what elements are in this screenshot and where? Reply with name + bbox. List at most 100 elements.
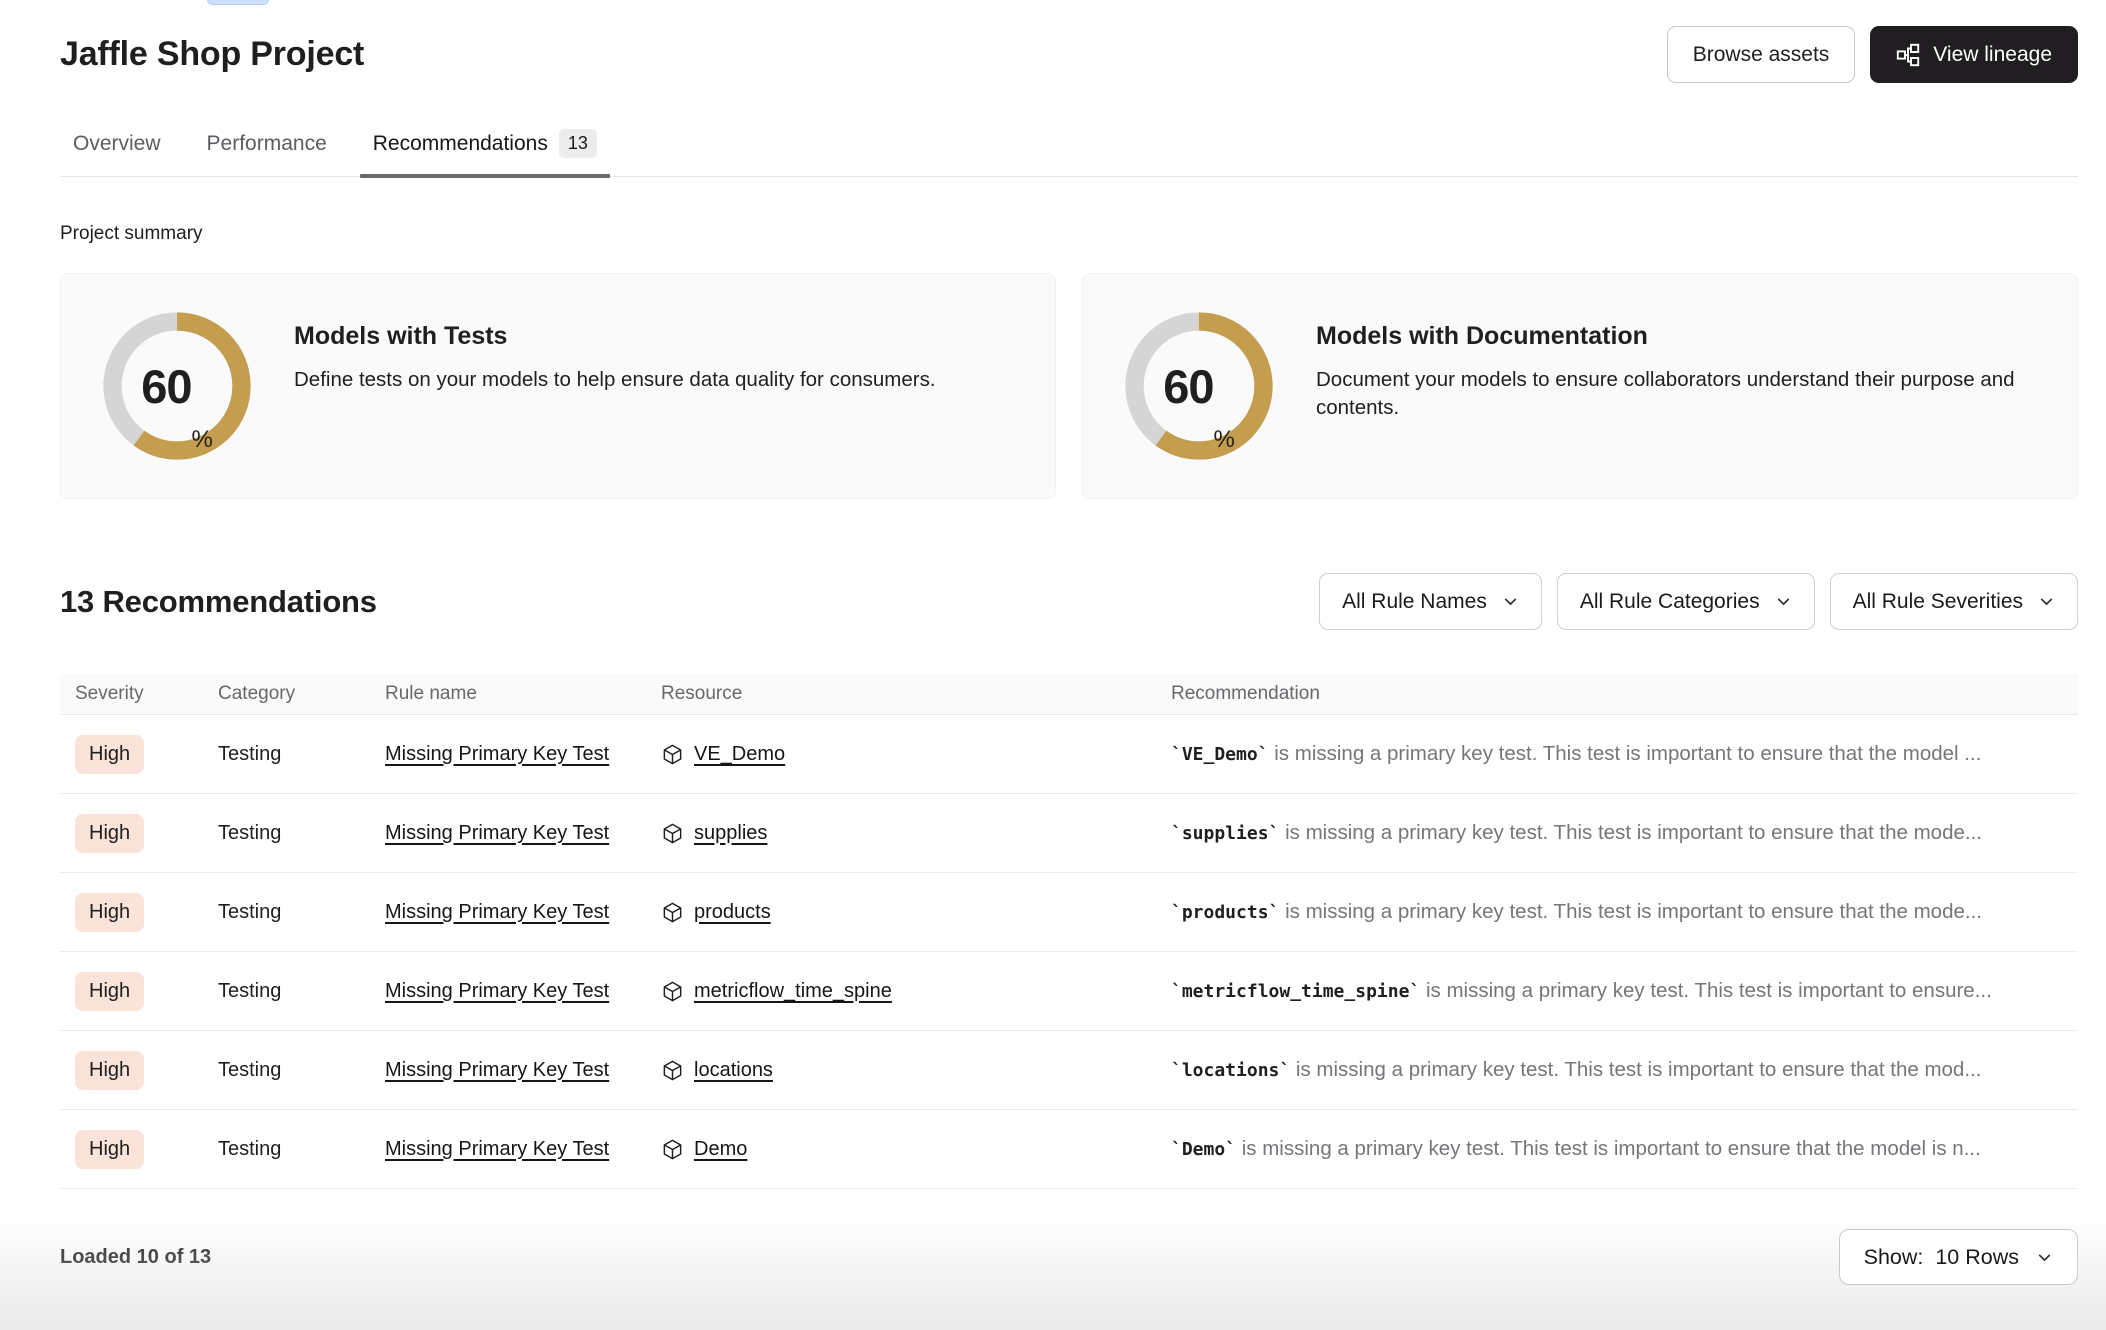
table-footer: Loaded 10 of 13 Show: 10 Rows <box>60 1229 2078 1285</box>
recommendation-text: is missing a primary key test. This test… <box>1268 742 1982 765</box>
resource-link[interactable]: products <box>694 900 771 923</box>
table-body: High Testing Missing Primary Key Test VE… <box>60 715 2078 1189</box>
models-with-documentation-card: 60 % Models with Documentation Document … <box>1082 273 2078 499</box>
donut-percent: 60 % <box>100 309 254 463</box>
column-recommendation: Recommendation <box>1171 683 1320 704</box>
severity-badge: High <box>75 734 145 774</box>
recommendation-code: `locations` <box>1171 1060 1291 1081</box>
percent-value: 60 <box>141 359 192 413</box>
recommendation-text: is missing a primary key test. This test… <box>1236 1137 1981 1160</box>
recommendation-cell: `metricflow_time_spine` is missing a pri… <box>1171 979 2078 1003</box>
rows-per-page-dropdown[interactable]: Show: 10 Rows <box>1838 1229 2078 1285</box>
category-text: Testing <box>218 1058 282 1081</box>
card-title: Models with Tests <box>294 322 508 350</box>
summary-cards: 60 % Models with Tests Define tests on y… <box>60 273 2078 499</box>
rule-name-link[interactable]: Missing Primary Key Test <box>385 1137 610 1160</box>
card-text: Models with Documentation Document your … <box>1316 309 2047 498</box>
chevron-down-icon <box>2038 593 2055 610</box>
table-header: Severity Category Rule name Resource Rec… <box>60 674 2078 715</box>
percent-sign: % <box>191 426 213 453</box>
clipped-top-badge <box>207 0 269 5</box>
tab-performance-label: Performance <box>206 131 327 155</box>
table-row: High Testing Missing Primary Key Test pr… <box>60 873 2078 952</box>
tab-recommendations[interactable]: Recommendations 13 <box>359 129 611 178</box>
recommendation-code: `Demo` <box>1171 1139 1237 1160</box>
recommendation-cell: `products` is missing a primary key test… <box>1171 900 2078 924</box>
recommendation-text: is missing a primary key test. This test… <box>1279 900 1982 923</box>
recommendation-cell: `locations` is missing a primary key tes… <box>1171 1058 2078 1082</box>
filter-label: All Rule Categories <box>1579 589 1760 613</box>
severity-badge: High <box>75 1129 145 1169</box>
recommendation-cell: `supplies` is missing a primary key test… <box>1171 821 2078 845</box>
recommendations-count-badge: 13 <box>558 129 597 158</box>
resource-link[interactable]: locations <box>694 1058 773 1081</box>
table-row: High Testing Missing Primary Key Test lo… <box>60 1031 2078 1110</box>
recommendation-text: is missing a primary key test. This test… <box>1279 821 1982 844</box>
show-label: Show: 10 Rows <box>1863 1244 2019 1269</box>
card-description: Document your models to ensure collabora… <box>1316 368 2015 419</box>
models-with-tests-card: 60 % Models with Tests Define tests on y… <box>60 273 1056 499</box>
recommendation-code: `VE_Demo` <box>1171 744 1269 765</box>
filter-label: All Rule Severities <box>1852 589 2023 613</box>
view-lineage-button[interactable]: View lineage <box>1870 26 2078 83</box>
filter-bar: All Rule Names All Rule Categories All R… <box>1319 573 2078 630</box>
cube-icon <box>661 743 684 766</box>
category-text: Testing <box>218 821 282 844</box>
loaded-status: Loaded 10 of 13 <box>60 1245 212 1268</box>
resource-link[interactable]: metricflow_time_spine <box>694 979 892 1002</box>
severity-badge: High <box>75 892 145 932</box>
tab-performance[interactable]: Performance <box>207 129 327 176</box>
cube-icon <box>661 901 684 924</box>
browse-assets-label: Browse assets <box>1692 42 1830 66</box>
category-text: Testing <box>218 979 282 1002</box>
recommendation-code: `supplies` <box>1171 823 1280 844</box>
card-title: Models with Documentation <box>1316 322 1648 350</box>
rule-names-filter[interactable]: All Rule Names <box>1319 573 1542 630</box>
table-row: High Testing Missing Primary Key Test me… <box>60 952 2078 1031</box>
tests-donut-chart: 60 % <box>100 309 254 463</box>
tab-overview[interactable]: Overview <box>73 129 161 176</box>
donut-percent: 60 % <box>1122 309 1276 463</box>
cube-icon <box>661 1059 684 1082</box>
tab-bar: Overview Performance Recommendations 13 <box>60 129 2078 178</box>
rule-name-link[interactable]: Missing Primary Key Test <box>385 742 610 765</box>
table-row: High Testing Missing Primary Key Test De… <box>60 1110 2078 1189</box>
resource-link[interactable]: supplies <box>694 821 768 844</box>
recommendations-table: Severity Category Rule name Resource Rec… <box>60 674 2078 1189</box>
rule-name-link[interactable]: Missing Primary Key Test <box>385 1058 610 1081</box>
card-description: Define tests on your models to help ensu… <box>294 368 936 391</box>
rule-categories-filter[interactable]: All Rule Categories <box>1556 573 1815 630</box>
chevron-down-icon <box>1775 593 1792 610</box>
column-resource: Resource <box>661 683 743 704</box>
recommendation-cell: `Demo` is missing a primary key test. Th… <box>1171 1137 2078 1161</box>
column-category: Category <box>218 683 296 704</box>
rule-name-link[interactable]: Missing Primary Key Test <box>385 821 610 844</box>
cube-icon <box>661 1138 684 1161</box>
rule-name-link[interactable]: Missing Primary Key Test <box>385 979 610 1002</box>
column-rule-name: Rule name <box>385 683 477 704</box>
resource-link[interactable]: VE_Demo <box>694 742 786 765</box>
browse-assets-button[interactable]: Browse assets <box>1666 26 1856 83</box>
card-text: Models with Tests Define tests on your m… <box>294 309 936 498</box>
project-summary-label: Project summary <box>60 223 203 244</box>
severity-badge: High <box>75 971 145 1011</box>
recommendations-header: 13 Recommendations All Rule Names All Ru… <box>60 573 2078 630</box>
category-text: Testing <box>218 742 282 765</box>
header-buttons: Browse assets View lineage <box>1666 26 2078 83</box>
percent-sign: % <box>1213 426 1235 453</box>
page-title: Jaffle Shop Project <box>60 35 365 73</box>
rule-name-link[interactable]: Missing Primary Key Test <box>385 900 610 923</box>
resource-link[interactable]: Demo <box>694 1137 748 1160</box>
category-text: Testing <box>218 900 282 923</box>
tab-recommendations-label: Recommendations <box>372 131 548 155</box>
cube-icon <box>661 980 684 1003</box>
recommendation-text: is missing a primary key test. This test… <box>1420 979 1992 1002</box>
severity-badge: High <box>75 813 145 853</box>
lineage-icon <box>1896 43 1920 67</box>
severity-badge: High <box>75 1050 145 1090</box>
chevron-down-icon <box>2036 1249 2053 1266</box>
column-severity: Severity <box>75 683 144 704</box>
recommendation-code: `products` <box>1171 902 1280 923</box>
rule-severities-filter[interactable]: All Rule Severities <box>1829 573 2078 630</box>
table-row: High Testing Missing Primary Key Test su… <box>60 794 2078 873</box>
